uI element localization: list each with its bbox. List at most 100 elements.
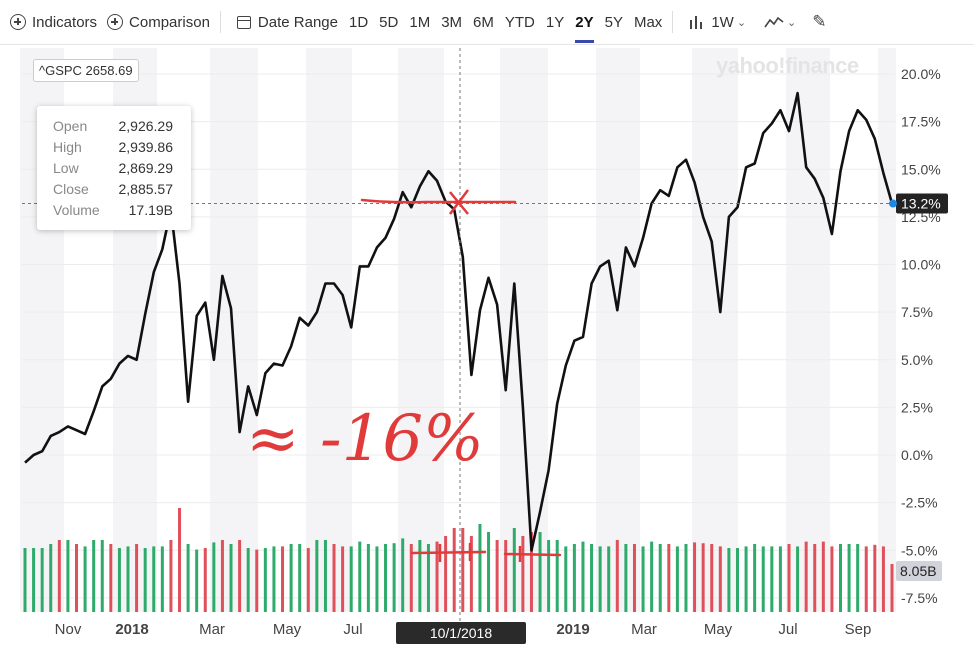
month-band <box>692 48 738 612</box>
volume-bar <box>306 548 310 612</box>
volume-bar <box>83 546 87 612</box>
line-chart-icon <box>764 16 784 28</box>
volume-bar <box>521 536 525 612</box>
chart-toolbar: Indicators Comparison Date Range 1D 5D 1… <box>0 0 974 45</box>
volume-bar <box>778 546 782 612</box>
volume-bar <box>401 538 405 612</box>
volume-bar <box>135 544 139 612</box>
crosshair-date-label: 10/1/2018 <box>430 625 492 641</box>
volume-bar <box>323 540 327 612</box>
x-tick-label: Jul <box>778 621 797 638</box>
range-1m[interactable]: 1M <box>409 13 431 31</box>
volume-bar <box>281 546 285 612</box>
volume-bar <box>186 544 190 612</box>
range-1d[interactable]: 1D <box>348 13 369 31</box>
volume-bar <box>469 536 473 612</box>
volume-bar <box>100 540 104 612</box>
date-range-button[interactable]: Date Range <box>236 14 338 31</box>
chart-type-dropdown[interactable]: ⌄ <box>764 15 796 29</box>
volume-bar <box>126 546 130 612</box>
volume-bar <box>143 548 147 612</box>
volume-bar <box>615 540 619 612</box>
annotation-ticks <box>438 543 522 562</box>
volume-bar <box>298 544 302 612</box>
volume-bar <box>66 540 70 612</box>
volume-bar <box>40 548 44 612</box>
volume-bar <box>366 544 370 612</box>
y-tick-label: 15.0% <box>901 161 941 177</box>
range-1y[interactable]: 1Y <box>545 13 565 31</box>
volume-bar <box>572 544 576 612</box>
volume-bar <box>813 544 817 612</box>
month-band <box>500 48 548 612</box>
x-tick-label: 2019 <box>556 621 589 638</box>
y-tick-label: -5.0% <box>901 542 938 558</box>
x-tick-label: Sep <box>845 621 872 638</box>
volume-value-label: 8.05B <box>900 563 937 579</box>
range-ytd[interactable]: YTD <box>504 13 535 31</box>
volume-bar <box>890 564 894 612</box>
volume-bar <box>727 548 731 612</box>
chevron-down-icon: ⌄ <box>787 16 797 29</box>
volume-bar <box>529 532 533 612</box>
volume-bar <box>555 540 559 612</box>
range-5d[interactable]: 5D <box>379 13 399 31</box>
volume-bar <box>770 546 774 612</box>
volume-bar <box>272 546 276 612</box>
volume-bar <box>349 546 353 612</box>
range-max[interactable]: Max <box>633 13 663 31</box>
y-tick-label: 10.0% <box>901 257 941 273</box>
range-2y[interactable]: 2Y <box>575 13 594 43</box>
volume-bar <box>49 544 53 612</box>
draw-pencil-icon[interactable]: ✎ <box>812 12 827 31</box>
x-tick-label: May <box>273 621 302 638</box>
volume-bar <box>169 540 173 612</box>
volume-bar <box>744 546 748 612</box>
y-tick-label: 17.5% <box>901 114 941 130</box>
volume-bar <box>624 544 628 612</box>
x-tick-label: May <box>704 621 733 638</box>
volume-bar <box>246 548 250 612</box>
volume-bar <box>650 541 654 612</box>
plus-circle-icon <box>10 14 26 30</box>
divider <box>672 11 674 33</box>
volume-bar <box>658 544 662 612</box>
volume-bar <box>495 540 499 612</box>
yahoo-finance-watermark: yahoo!finance <box>716 53 859 78</box>
volume-bar <box>195 549 199 612</box>
x-tick-label: Nov <box>55 621 82 638</box>
range-3m[interactable]: 3M <box>441 13 463 31</box>
volume-bar <box>710 544 714 612</box>
volume-bar <box>478 524 482 612</box>
current-value-label: 13.2% <box>901 196 941 212</box>
volume-bar <box>220 540 224 612</box>
volume-bar <box>384 544 388 612</box>
volume-bar <box>538 532 542 612</box>
volume-bar <box>753 544 757 612</box>
volume-bar <box>847 544 851 612</box>
range-6m[interactable]: 6M <box>473 13 494 31</box>
volume-bar <box>856 544 860 612</box>
volume-bar <box>426 544 430 612</box>
comparison-button[interactable]: Comparison <box>107 14 210 31</box>
volume-bar <box>160 546 164 612</box>
ohlc-tooltip: Open 2,926.29 High 2,939.86 Low 2,869.29 Cl… <box>37 106 191 230</box>
y-tick-label: 0.0% <box>901 447 933 463</box>
volume-bar <box>787 544 791 612</box>
volume-bar <box>461 528 465 612</box>
range-5y[interactable]: 5Y <box>604 13 623 31</box>
volume-badge <box>896 561 942 581</box>
month-band <box>596 48 640 612</box>
y-tick-label: -2.5% <box>901 495 938 511</box>
volume-bar <box>873 544 877 612</box>
tooltip-row-high: High 2,939.86 <box>53 139 173 155</box>
volume-bar <box>735 548 739 612</box>
volume-bar <box>504 540 508 612</box>
volume-bar <box>255 549 259 612</box>
indicators-button[interactable]: Indicators <box>10 14 97 31</box>
volume-bar <box>238 540 242 612</box>
volume-bar <box>607 546 611 612</box>
volume-bar <box>409 544 413 612</box>
interval-dropdown[interactable]: 1W ⌄ <box>689 14 746 31</box>
